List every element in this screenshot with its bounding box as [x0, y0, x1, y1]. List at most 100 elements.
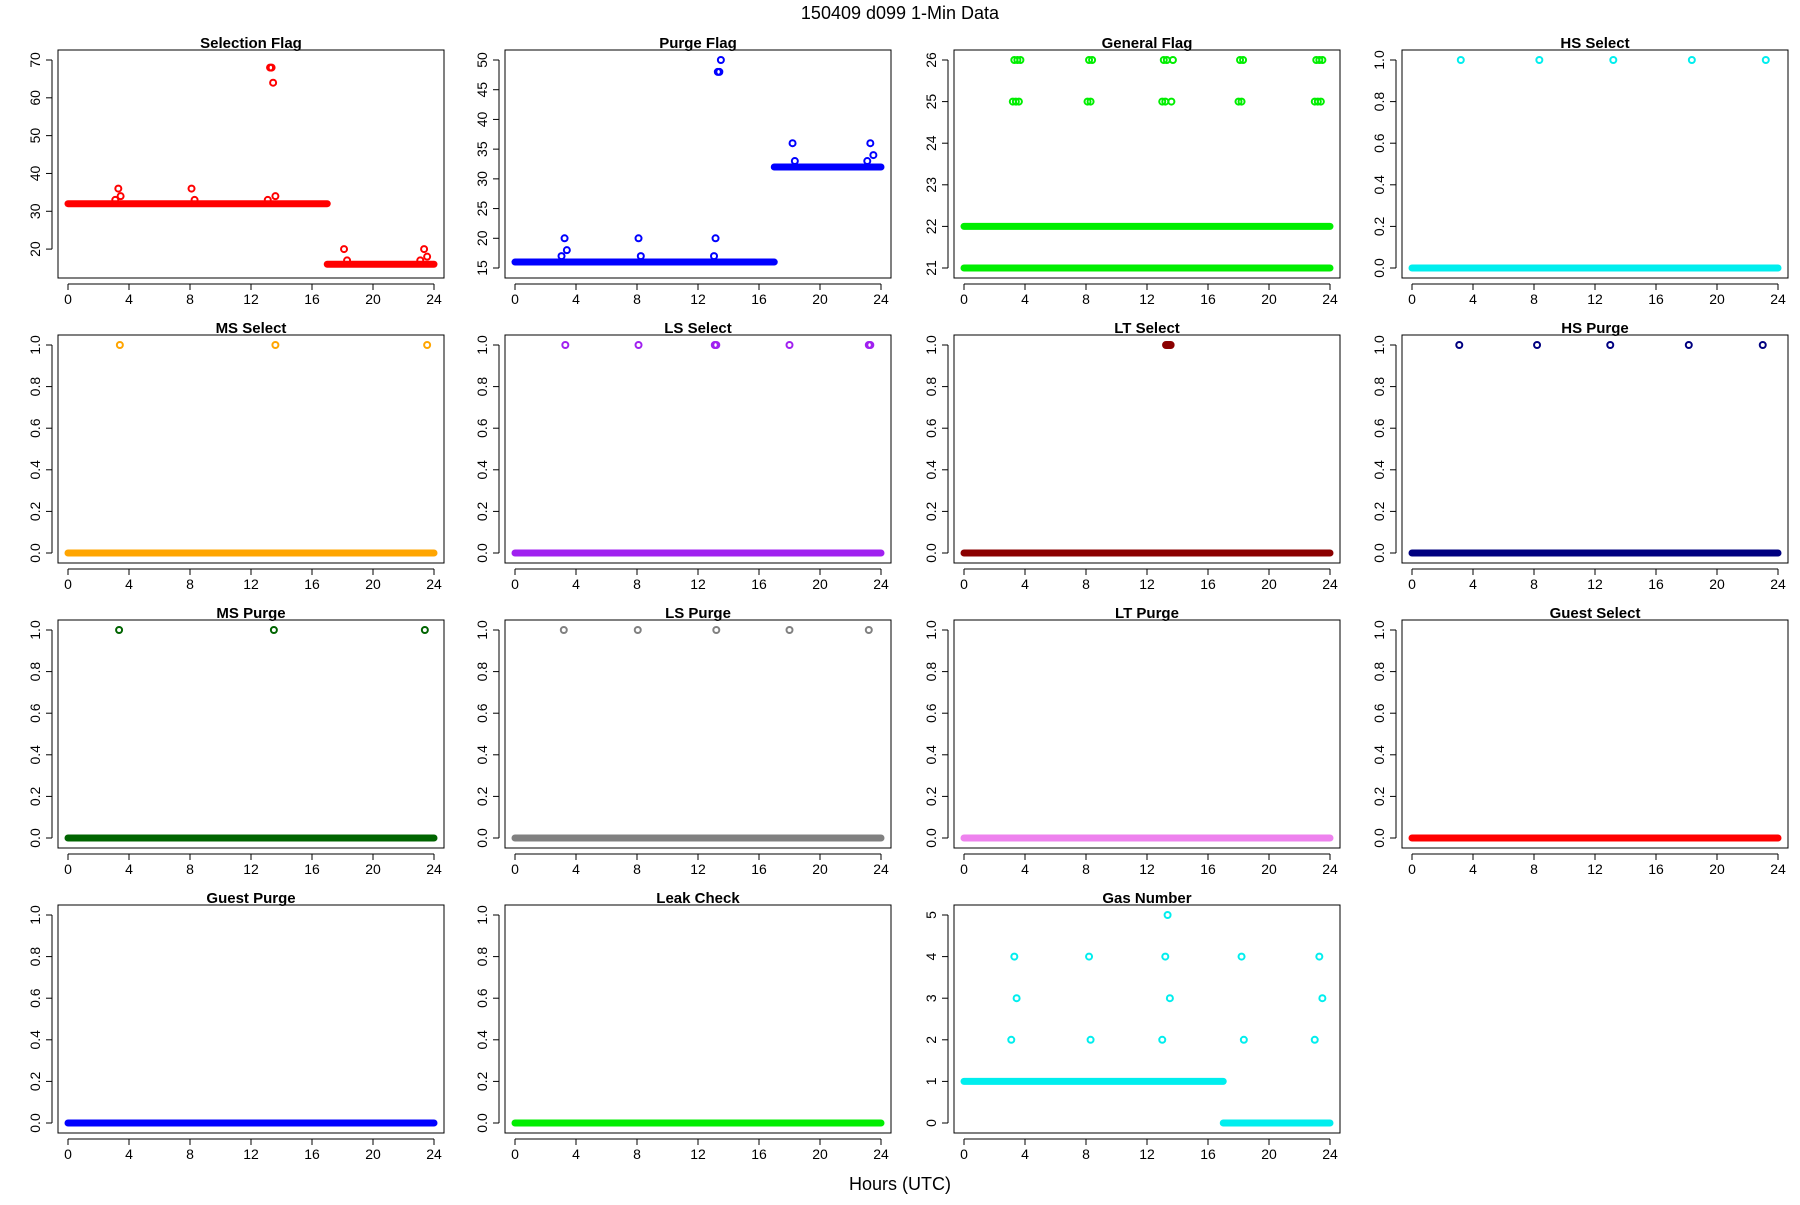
panel-purge-flag: Purge Flag0 4 8 12 16 20 241520253035404550	[474, 35, 891, 307]
y-tick-label: 0.2	[474, 786, 490, 806]
data-point	[422, 627, 428, 633]
data-point	[1607, 342, 1613, 348]
data-point	[867, 342, 873, 348]
x-tick-label: 4	[1021, 576, 1029, 592]
y-tick-label: 0.2	[923, 501, 939, 521]
data-point	[1086, 954, 1092, 960]
chart-area: 150409 d099 1-Min Data Selection Flag 0 4 8…	[0, 0, 1800, 1200]
x-tick-label: 16	[751, 291, 767, 307]
x-tick-label: 12	[1587, 576, 1603, 592]
data-point	[1763, 57, 1769, 63]
x-tick-label: 24	[1770, 861, 1786, 877]
panel-title: MS Purge	[216, 605, 285, 622]
y-tick-label: 2	[923, 1036, 939, 1044]
data-point	[265, 197, 271, 203]
x-tick-label: 20	[812, 291, 828, 307]
x-tick-label: 4	[572, 1146, 580, 1162]
panel-title: HS Purge	[1561, 320, 1629, 337]
panel-title: LS Purge	[665, 605, 731, 622]
panel-guest-select: Guest Select0 4 8 12 16 20 240.00.20.40.60.81.…	[1371, 605, 1788, 877]
data-point	[1239, 954, 1245, 960]
x-tick-label: 0	[960, 291, 968, 307]
x-tick-label: 0	[64, 861, 72, 877]
y-tick-label: 0.0	[923, 543, 939, 563]
data-point	[559, 253, 565, 259]
plot-frame	[954, 335, 1340, 563]
data-point	[564, 247, 570, 253]
x-tick-label: 0	[511, 1146, 519, 1162]
data-point	[716, 69, 722, 75]
y-tick-label: 0.6	[474, 418, 490, 438]
panel-title: Selection Flag	[200, 35, 302, 52]
x-tick-label: 8	[633, 861, 641, 877]
x-tick-label: 20	[365, 1146, 381, 1162]
data-point	[713, 235, 719, 241]
data-point	[341, 246, 347, 252]
y-tick-label: 0.4	[1371, 745, 1387, 765]
x-tick-label: 8	[633, 291, 641, 307]
y-tick-label: 0	[923, 1119, 939, 1127]
panel-ls-purge: LS Purge0 4 8 12 16 20 240.00.20.40.60.81.0	[474, 605, 891, 877]
panel-gas-number: Gas Number0 4 8 12 16 20 24012345	[923, 890, 1340, 1162]
y-tick-label: 0.2	[474, 501, 490, 521]
x-tick-label: 24	[426, 291, 442, 307]
panel-lt-purge: LT Purge0 4 8 12 16 20 240.00.20.40.60.81.0	[923, 605, 1340, 877]
x-tick-label: 12	[690, 576, 706, 592]
data-point	[1456, 342, 1462, 348]
y-tick-label: 0.0	[474, 828, 490, 848]
plot-frame	[505, 620, 891, 848]
y-tick-label: 15	[474, 260, 490, 276]
data-point	[1458, 57, 1464, 63]
x-tick-label: 20	[365, 576, 381, 592]
x-tick-label: 24	[873, 291, 889, 307]
y-tick-label: 3	[923, 994, 939, 1002]
y-tick-label: 0.4	[27, 745, 43, 765]
data-point	[870, 152, 876, 158]
y-tick-label: 1.0	[923, 335, 939, 355]
data-point	[790, 140, 796, 146]
panel-title: HS Select	[1560, 35, 1629, 52]
y-tick-label: 0.6	[1371, 133, 1387, 153]
data-point	[1159, 1037, 1165, 1043]
data-point	[867, 140, 873, 146]
data-point	[713, 627, 719, 633]
data-point	[792, 158, 798, 164]
data-point	[189, 186, 195, 192]
x-tick-label: 4	[572, 576, 580, 592]
x-tick-label: 24	[426, 861, 442, 877]
x-tick-label: 20	[1261, 861, 1277, 877]
plot-frame	[58, 905, 444, 1133]
y-tick-label: 1.0	[474, 335, 490, 355]
x-tick-label: 4	[1021, 291, 1029, 307]
data-point	[1162, 954, 1168, 960]
y-tick-label: 0.6	[923, 703, 939, 723]
y-tick-label: 0.0	[27, 543, 43, 563]
x-tick-label: 12	[243, 861, 259, 877]
x-tick-label: 4	[1469, 861, 1477, 877]
data-point	[1165, 912, 1171, 918]
x-tick-label: 8	[186, 861, 194, 877]
data-point	[562, 342, 568, 348]
y-tick-label: 0.0	[474, 543, 490, 563]
data-point	[272, 193, 278, 199]
y-tick-label: 0.4	[27, 460, 43, 480]
y-tick-label: 0.0	[27, 828, 43, 848]
data-point	[636, 235, 642, 241]
x-tick-label: 12	[1139, 576, 1155, 592]
data-point	[421, 246, 427, 252]
x-tick-label: 24	[873, 576, 889, 592]
panel-leak-check: Leak Check0 4 8 12 16 20 240.00.20.40.60.81.0	[474, 890, 891, 1162]
y-tick-label: 26	[923, 52, 939, 68]
data-point	[1168, 99, 1174, 105]
y-tick-label: 0.8	[27, 662, 43, 682]
y-tick-label: 25	[923, 94, 939, 110]
data-point	[271, 627, 277, 633]
x-tick-label: 0	[1408, 861, 1416, 877]
x-tick-label: 16	[751, 861, 767, 877]
y-tick-label: 0.4	[1371, 175, 1387, 195]
data-point	[344, 257, 350, 263]
panel-lt-select: LT Select0 4 8 12 16 20 240.00.20.40.60.81.0	[923, 320, 1340, 592]
panel-title: Purge Flag	[659, 35, 737, 52]
data-point	[118, 193, 124, 199]
